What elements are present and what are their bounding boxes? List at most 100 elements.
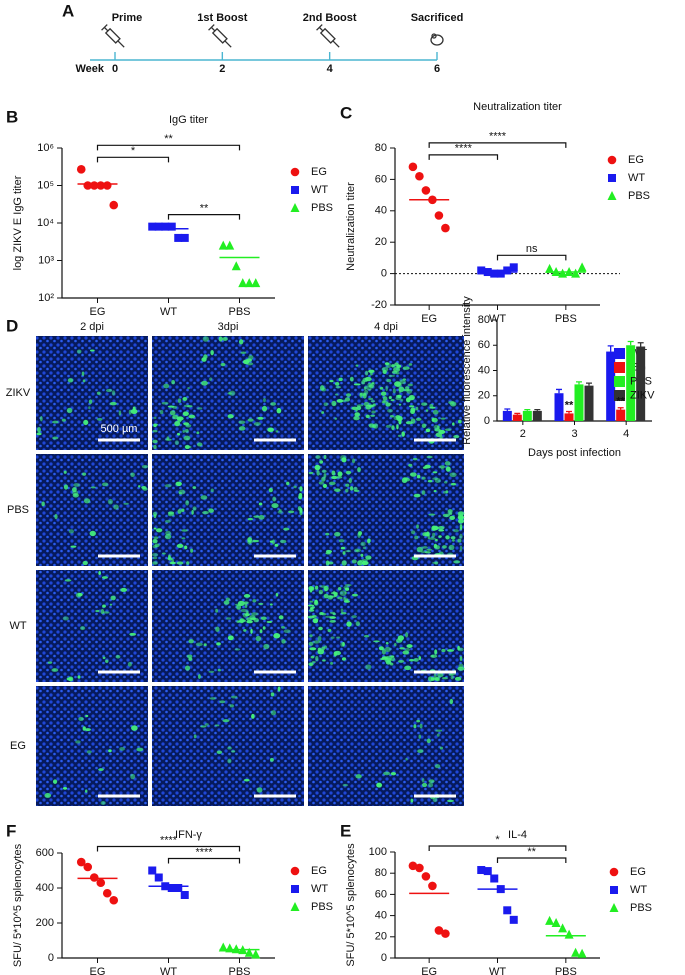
panel-label: C	[340, 103, 352, 122]
fluorescence-spot	[459, 545, 463, 551]
significance-bracket	[167, 857, 241, 864]
fluorescence-spot	[410, 418, 416, 424]
fluorescence-spot	[353, 383, 361, 386]
y-tick-label: 600	[36, 847, 54, 859]
fluorescence-spot	[283, 527, 290, 531]
x-tick-label: PBS	[228, 966, 250, 975]
fluorescence-spot	[327, 595, 334, 600]
fluorescence-spot	[334, 393, 339, 396]
point	[180, 233, 189, 242]
needle	[117, 40, 125, 48]
fluorescence-spot	[318, 589, 324, 595]
fluorescence-spot	[192, 506, 197, 511]
point	[477, 266, 486, 275]
fluorescence-spot	[187, 387, 190, 390]
legend-marker	[609, 903, 619, 912]
fluorescence	[184, 592, 291, 679]
fluorescence-spot	[351, 615, 357, 619]
fluorescence-spot	[273, 633, 281, 639]
fluorescence-spot	[353, 489, 360, 492]
fluorescence-spot	[258, 602, 264, 605]
y-tick-label: 60	[375, 173, 387, 185]
fluorescence-spot	[421, 402, 428, 406]
fluorescence-spot	[384, 362, 390, 366]
fluorescence-spot	[402, 366, 410, 370]
fluorescence-spot	[330, 591, 338, 595]
fluorescence-spot	[392, 388, 396, 394]
fluorescence-spot	[201, 380, 208, 386]
fluorescence-spot	[370, 400, 376, 403]
error-bar	[627, 340, 634, 346]
fluorescence-spot	[81, 371, 85, 376]
fluorescence-spot	[229, 704, 234, 708]
fluorescence-spot	[428, 513, 436, 516]
point	[490, 874, 499, 883]
fluorescence-spot	[406, 644, 413, 648]
fluorescence-spot	[413, 724, 417, 729]
fluorescence-spot	[217, 668, 221, 672]
fluorescence-spot	[388, 396, 392, 399]
legend-swatch	[614, 348, 625, 359]
fluorescence-spot	[183, 422, 190, 426]
fluorescence-spot	[427, 479, 433, 483]
fluorescence-spot	[385, 642, 389, 645]
fluorescence-spot	[130, 773, 136, 780]
fluorescence-spot	[336, 398, 344, 403]
fluorescence-spot	[197, 407, 203, 410]
fluorescence-spot	[325, 532, 330, 536]
syringe-icon	[316, 24, 340, 48]
fluorescence-spot	[297, 506, 302, 511]
x-tick-label: PBS	[555, 313, 577, 325]
fluorescence-spot	[408, 396, 415, 401]
row-label: PBS	[7, 504, 29, 516]
fluorescence-spot	[188, 657, 193, 661]
fluorescence-spot	[366, 388, 372, 391]
y-tick-label: 60	[375, 888, 387, 900]
fluorescence-spot	[165, 438, 172, 441]
fluorescence-spot	[54, 513, 58, 520]
bar	[626, 345, 636, 421]
fluorescence-spot	[367, 382, 373, 388]
point	[251, 278, 261, 288]
timeline-tick-label: 0	[112, 63, 118, 75]
fluorescence-spot	[255, 635, 262, 642]
fluorescence-spot	[107, 498, 113, 505]
point	[577, 262, 587, 272]
fluorescence-spot	[128, 409, 132, 415]
point	[109, 200, 119, 210]
fluorescence-spot	[239, 339, 244, 345]
x-tick-label: EG	[90, 966, 106, 975]
fluorescence	[36, 349, 138, 440]
fluorescence-spot	[138, 485, 141, 488]
fluorescence-spot	[396, 424, 399, 430]
fluorescence-spot	[258, 502, 263, 506]
fluorescence-spot	[457, 419, 462, 424]
y-axis-label: Relative fluorescence intensity	[461, 296, 473, 445]
significance-label: **	[527, 846, 536, 858]
fluorescence-spot	[453, 560, 461, 564]
fluorescence-spot	[250, 628, 253, 634]
fluorescence-spot	[167, 557, 173, 561]
fluorescence	[308, 454, 465, 566]
legend-swatch	[614, 376, 625, 387]
fluorescence-spot	[435, 545, 440, 550]
fluorescence-spot	[230, 695, 238, 699]
fluorescence-spot	[459, 526, 463, 531]
point	[558, 268, 568, 278]
fluorescence-spot	[360, 553, 364, 557]
fluorescence-spot	[127, 661, 132, 667]
fluorescence-spot	[153, 423, 157, 428]
fluorescence-spot	[325, 560, 330, 566]
fluorescence-spot	[378, 646, 384, 651]
fluorescence-spot	[323, 454, 327, 460]
fluorescence-spot	[119, 747, 125, 751]
fluorescence-spot	[269, 757, 274, 762]
significance-label: ns	[526, 243, 538, 255]
legend-label: EG	[628, 154, 644, 166]
error-bar	[586, 382, 592, 386]
fluorescence-spot	[415, 406, 419, 411]
chart-title: IgG titer	[169, 114, 208, 126]
fluorescence-spot	[408, 363, 413, 366]
x-tick-label: 4	[623, 428, 629, 440]
point	[571, 268, 581, 278]
